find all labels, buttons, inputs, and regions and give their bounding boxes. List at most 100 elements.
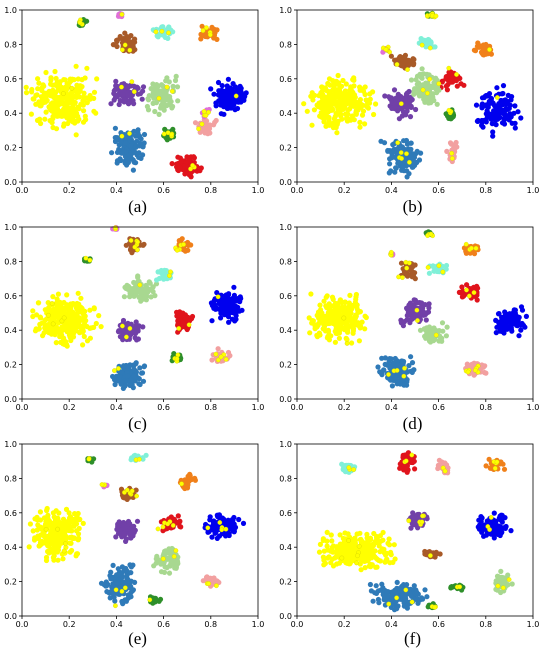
outlier-point <box>473 367 478 373</box>
point <box>73 63 79 69</box>
outlier-point <box>155 526 161 532</box>
point <box>52 68 58 75</box>
outlier-point <box>167 273 172 279</box>
outlier-point <box>174 247 180 253</box>
point <box>125 373 131 379</box>
point <box>192 120 199 126</box>
outlier-point <box>136 456 142 462</box>
point <box>343 306 349 312</box>
point <box>479 95 486 101</box>
x-tick-label: 0.4 <box>385 403 398 412</box>
point <box>35 86 41 92</box>
y-tick-label: 0.4 <box>4 543 17 552</box>
point <box>50 527 57 533</box>
point <box>140 88 146 94</box>
point <box>336 335 342 341</box>
point <box>177 523 183 529</box>
point <box>69 528 75 534</box>
point <box>47 118 53 124</box>
point <box>410 164 416 170</box>
point <box>23 90 30 96</box>
outlier-point <box>427 45 433 51</box>
point <box>110 590 116 597</box>
outlier-point <box>215 294 221 300</box>
cluster-brown <box>388 52 417 71</box>
outlier-point <box>433 332 439 338</box>
point <box>23 84 29 90</box>
point <box>334 320 340 326</box>
point <box>126 530 132 536</box>
point <box>395 372 401 378</box>
scatter-plot-e: 0.0 0.2 0.4 0.6 0.8 1.00.00.20.40.60.81.0 <box>4 440 264 629</box>
point <box>378 138 384 144</box>
point <box>124 162 130 168</box>
point <box>46 330 52 336</box>
point <box>395 380 401 386</box>
caption-c: (c) <box>128 414 147 433</box>
point <box>115 523 121 529</box>
point <box>64 292 70 298</box>
point <box>488 116 494 122</box>
y-tick-label: 1.0 <box>279 223 292 232</box>
point <box>507 111 513 117</box>
outlier-point <box>159 28 165 34</box>
point <box>73 109 79 115</box>
point <box>398 320 404 326</box>
point <box>322 106 328 112</box>
x-tick-label: 0.8 <box>204 620 217 629</box>
outlier-point <box>119 133 125 139</box>
y-tick-label: 0.0 <box>4 178 17 187</box>
point <box>87 307 93 313</box>
point <box>348 102 354 108</box>
outlier-point <box>415 318 420 323</box>
outlier-point <box>165 521 171 527</box>
outlier-point <box>394 368 400 373</box>
point <box>331 316 337 322</box>
point <box>518 115 524 121</box>
point <box>404 306 410 312</box>
outlier-points <box>341 231 481 379</box>
outlier-points <box>43 456 229 609</box>
point <box>162 564 168 570</box>
point <box>155 90 161 96</box>
point <box>238 85 244 91</box>
point <box>507 311 513 317</box>
point <box>72 120 78 126</box>
point <box>410 314 416 320</box>
point <box>420 82 426 88</box>
point <box>125 592 131 598</box>
point <box>404 90 410 96</box>
point <box>113 78 119 84</box>
y-tick-label: 1.0 <box>4 6 17 15</box>
point <box>320 536 326 542</box>
outlier-point <box>223 356 229 362</box>
point <box>426 301 432 307</box>
point <box>446 73 452 79</box>
point <box>131 529 137 536</box>
point <box>518 327 524 333</box>
point <box>187 471 193 477</box>
point <box>306 315 312 321</box>
point <box>121 294 127 300</box>
point <box>218 315 224 321</box>
point <box>56 113 62 119</box>
x-tick-label: 0.0 <box>291 186 304 195</box>
x-tick-label: 0.6 <box>157 620 170 629</box>
point <box>53 340 59 346</box>
outlier-point <box>464 287 469 293</box>
point <box>440 328 446 334</box>
point <box>223 520 229 527</box>
x-tick-label: 0.8 <box>479 403 492 412</box>
point <box>177 316 183 322</box>
point <box>407 114 414 120</box>
point <box>141 364 147 370</box>
point <box>50 294 56 300</box>
point <box>91 89 98 95</box>
y-tick-label: 0.6 <box>279 292 292 301</box>
point <box>177 312 183 318</box>
point <box>334 561 340 567</box>
point <box>443 333 449 339</box>
point <box>52 332 58 338</box>
point <box>119 150 125 156</box>
point <box>115 37 121 43</box>
